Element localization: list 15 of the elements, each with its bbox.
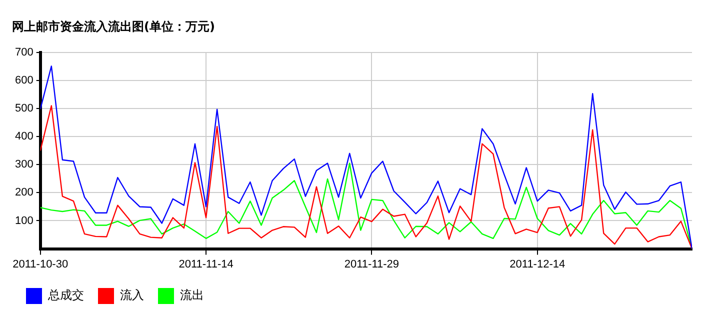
y-tick-label: 200	[14, 186, 34, 199]
y-tick-label: 500	[14, 102, 34, 115]
x-tick-label: 2011-11-14	[178, 258, 234, 270]
y-tick-label: 400	[14, 130, 34, 143]
legend-label: 流出	[180, 288, 204, 302]
y-tick-label: 700	[14, 46, 34, 58]
y-tick-label: 100	[14, 214, 34, 227]
x-tick-label: 2011-10-30	[12, 258, 68, 270]
chart-title: 网上邮市资金流入流出图(单位：万元)	[12, 19, 215, 34]
x-tick-label: 2011-11-29	[344, 258, 400, 270]
y-tick-label: 600	[14, 74, 34, 86]
y-tick-label: 300	[14, 158, 34, 171]
legend-label: 总成交	[47, 288, 84, 302]
legend-label: 流入	[120, 288, 144, 302]
x-tick-label: 2011-12-14	[510, 258, 566, 270]
